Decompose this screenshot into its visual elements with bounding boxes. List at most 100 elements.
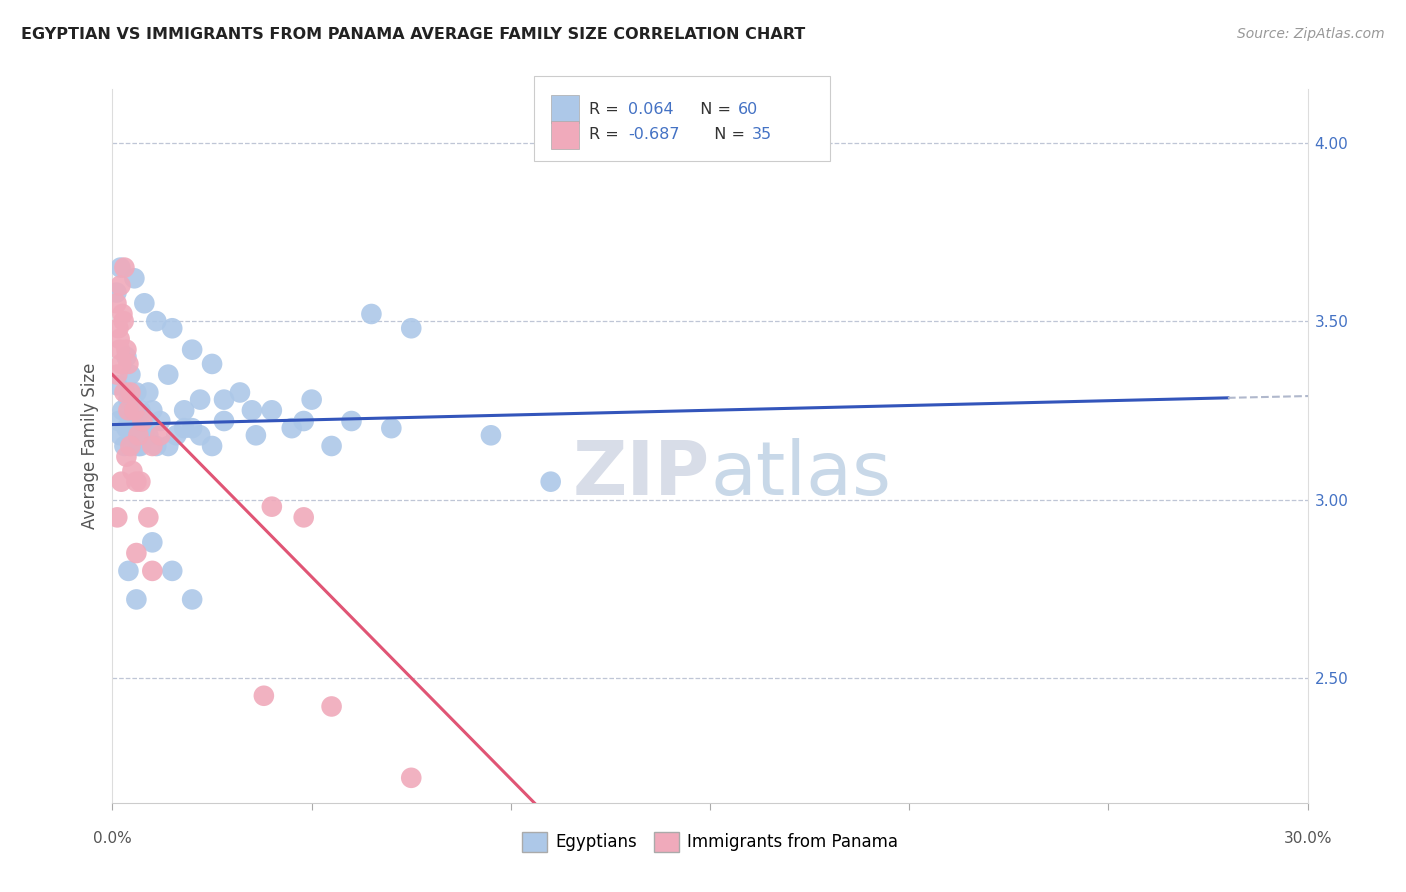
Point <box>292 414 315 428</box>
Point <box>117 403 139 417</box>
Point <box>138 428 160 442</box>
Point <box>114 439 135 453</box>
Point <box>301 392 323 407</box>
Point <box>107 321 129 335</box>
Point <box>173 403 195 417</box>
Point <box>141 564 163 578</box>
Point <box>125 546 148 560</box>
Text: N =: N = <box>690 102 737 117</box>
Point <box>115 343 138 357</box>
Point <box>121 428 143 442</box>
Point <box>188 428 211 442</box>
Point <box>112 314 135 328</box>
Point <box>125 385 148 400</box>
Y-axis label: Average Family Size: Average Family Size <box>80 363 98 529</box>
Point <box>115 350 138 364</box>
Point <box>121 464 143 478</box>
Point <box>129 403 152 417</box>
Point <box>260 403 283 417</box>
Text: 35: 35 <box>752 128 772 143</box>
Point <box>120 385 142 400</box>
Point <box>245 428 267 442</box>
Point <box>201 357 224 371</box>
Point <box>181 421 204 435</box>
Point <box>108 343 131 357</box>
Point <box>141 403 163 417</box>
Point <box>111 403 134 417</box>
Point <box>281 421 304 435</box>
Text: R =: R = <box>589 128 624 143</box>
Point <box>108 332 131 346</box>
Point <box>141 439 163 453</box>
Point <box>149 414 172 428</box>
Point <box>340 414 363 428</box>
Point <box>105 296 128 310</box>
Point <box>117 564 139 578</box>
Point <box>117 392 139 407</box>
Point <box>292 510 315 524</box>
Point <box>131 414 153 428</box>
Text: 0.0%: 0.0% <box>93 831 132 847</box>
Point <box>105 368 128 382</box>
Point <box>173 421 195 435</box>
Text: Source: ZipAtlas.com: Source: ZipAtlas.com <box>1237 27 1385 41</box>
Point <box>479 428 502 442</box>
Point <box>321 439 343 453</box>
Text: -0.687: -0.687 <box>628 128 681 143</box>
Point <box>134 428 156 442</box>
Point <box>145 314 167 328</box>
Point <box>240 403 263 417</box>
Point <box>321 699 343 714</box>
Point <box>201 439 224 453</box>
Text: N =: N = <box>704 128 751 143</box>
Point <box>120 439 142 453</box>
Point <box>165 428 187 442</box>
Point <box>110 278 132 293</box>
Text: 30.0%: 30.0% <box>1284 831 1331 847</box>
Point <box>111 307 134 321</box>
Text: 0.064: 0.064 <box>628 102 673 117</box>
Point <box>401 321 423 335</box>
Text: R =: R = <box>589 102 624 117</box>
Point <box>162 321 183 335</box>
Point <box>110 475 132 489</box>
Point <box>105 510 128 524</box>
Point <box>127 428 149 442</box>
Point <box>229 385 252 400</box>
Point <box>124 414 146 428</box>
Point <box>360 307 382 321</box>
Point <box>124 403 146 417</box>
Point <box>188 392 211 407</box>
Point <box>127 439 149 453</box>
Point <box>125 592 148 607</box>
Point <box>114 385 135 400</box>
Point <box>105 285 128 300</box>
Point <box>157 368 180 382</box>
Point <box>120 368 142 382</box>
Point <box>110 428 132 442</box>
Point <box>105 378 128 392</box>
Point <box>110 357 132 371</box>
Legend: Egyptians, Immigrants from Panama: Egyptians, Immigrants from Panama <box>516 825 904 859</box>
Point <box>212 414 235 428</box>
Point <box>138 510 160 524</box>
Point <box>145 439 167 453</box>
Point <box>401 771 423 785</box>
Point <box>157 439 180 453</box>
Point <box>115 421 138 435</box>
Point <box>115 450 138 464</box>
Point <box>129 439 152 453</box>
Point <box>181 592 204 607</box>
Point <box>124 271 146 285</box>
Point <box>149 428 172 442</box>
Point <box>131 421 153 435</box>
Point <box>380 421 402 435</box>
Text: ZIP: ZIP <box>572 438 710 511</box>
Point <box>107 414 129 428</box>
Point <box>134 296 156 310</box>
Text: atlas: atlas <box>710 438 891 511</box>
Point <box>125 475 148 489</box>
Point <box>117 357 139 371</box>
Point <box>141 535 163 549</box>
Point <box>138 385 160 400</box>
